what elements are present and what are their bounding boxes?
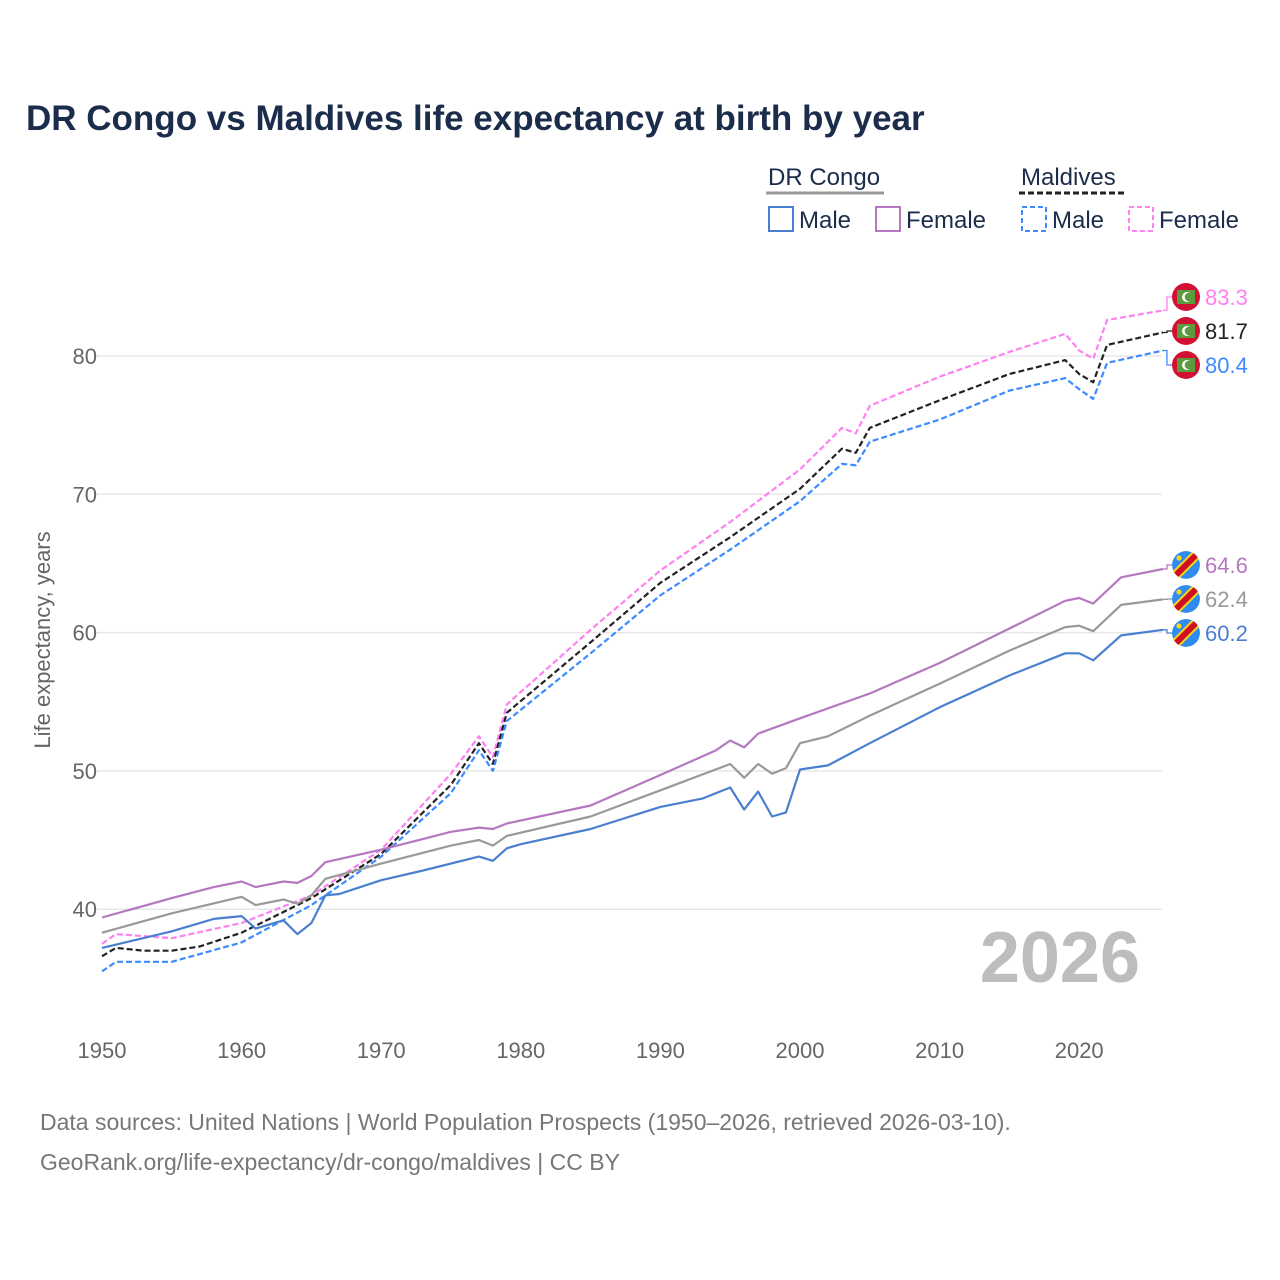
y-axis-label: Life expectancy, years [30,531,55,748]
flag-star [1176,555,1182,561]
end-value-label: 80.4 [1205,353,1248,378]
y-tick-label: 60 [73,621,97,646]
y-axis: 40 50 60 70 80 [73,344,97,922]
footer-link[interactable]: GeoRank.org/life-expectancy/dr-congo/mal… [40,1149,620,1175]
x-tick-label: 1950 [78,1038,127,1063]
series-line-dr-congo-male [101,628,1164,949]
end-labels: 83.3 81.7 80.4 64.6 62.4 60.2 [1162,283,1248,647]
series-line-maldives-male [101,349,1164,973]
dr-congo-flag-icon [1172,585,1200,613]
x-tick-label: 2000 [776,1038,825,1063]
dr-congo-flag-icon [1172,551,1200,579]
chart-title: DR Congo vs Maldives life expectancy at … [26,99,925,138]
y-tick-label: 80 [73,344,97,369]
series-lines [101,309,1164,973]
end-value-label: 62.4 [1205,587,1248,612]
flag-body [1172,551,1200,579]
legend-maldives-female[interactable]: Female [1159,207,1239,234]
dr-congo-flag-icon [1172,619,1200,647]
year-watermark: 2026 [980,918,1140,998]
legend-group-dr-congo: DR Congo [768,164,880,191]
flag-crescent-cut [1184,360,1194,370]
end-value-label: 64.6 [1205,553,1248,578]
legend-maldives-female-swatch [1128,206,1154,232]
end-value-label: 83.3 [1205,285,1248,310]
maldives-flag-icon [1172,351,1200,379]
y-tick-label: 50 [73,759,97,784]
label-connector [1162,330,1175,334]
legend-group-maldives: Maldives [1021,164,1116,191]
flag-star [1176,623,1182,629]
x-tick-label: 1960 [217,1038,266,1063]
flag-body [1172,619,1200,647]
legend-maldives-male-swatch [1021,206,1047,232]
series-line-dr-congo-female [101,567,1164,919]
flag-crescent-cut [1184,326,1194,336]
maldives-flag-icon [1172,283,1200,311]
label-connector [1162,296,1175,312]
label-connector [1162,629,1175,634]
legend-dr-congo-female[interactable]: Female [906,207,986,234]
x-tick-label: 2020 [1055,1038,1104,1063]
flag-body [1172,585,1200,613]
legend-dr-congo-female-swatch [875,206,901,232]
grid [96,355,1162,910]
series-line-maldives [101,331,1164,958]
legend: DR Congo Male Female Maldives Male Femal… [766,164,1239,234]
footer-sources: Data sources: United Nations | World Pop… [40,1109,1011,1135]
x-tick-label: 2010 [915,1038,964,1063]
end-value-label: 60.2 [1205,621,1248,646]
end-value-label: 81.7 [1205,319,1248,344]
y-tick-label: 40 [73,897,97,922]
flag-star [1176,589,1182,595]
label-connector [1162,349,1175,366]
x-tick-label: 1970 [357,1038,406,1063]
series-line-maldives-female [101,309,1164,945]
series-line-dr-congo [101,598,1164,934]
x-axis: 1950 1960 1970 1980 1990 2000 2010 2020 [78,1038,1104,1063]
x-tick-label: 1990 [636,1038,685,1063]
maldives-flag-icon [1172,317,1200,345]
legend-maldives-male[interactable]: Male [1052,207,1104,234]
legend-dr-congo-male-swatch [768,206,794,232]
flag-crescent-cut [1184,292,1194,302]
label-connector [1162,564,1175,570]
y-tick-label: 70 [73,482,97,507]
legend-dr-congo-male[interactable]: Male [799,207,851,234]
x-tick-label: 1980 [496,1038,545,1063]
